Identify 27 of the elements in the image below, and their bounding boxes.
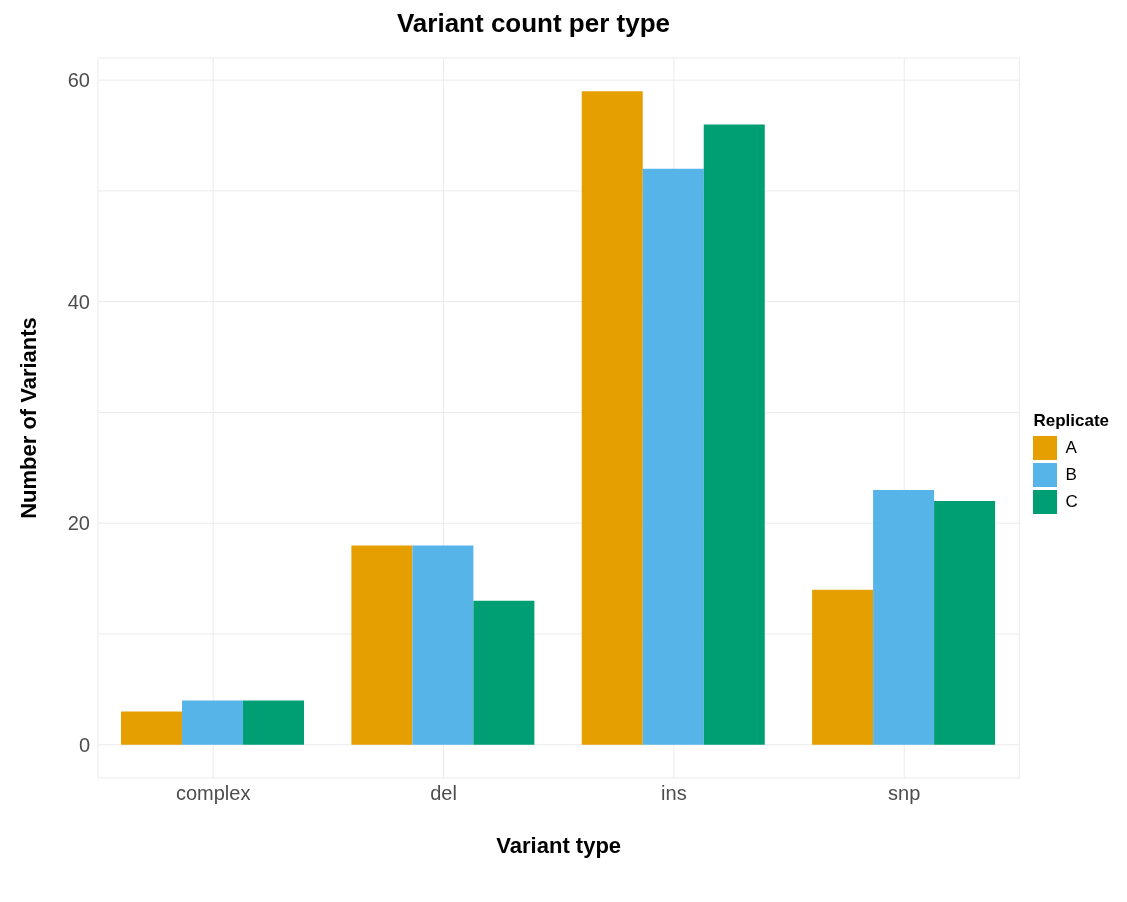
y-tick-label: 20 <box>67 512 90 535</box>
x-tick-label: snp <box>888 782 921 805</box>
bar <box>934 501 996 745</box>
y-tick-label: 0 <box>78 733 90 756</box>
bar <box>581 91 643 745</box>
y-tick-label: 40 <box>67 290 90 313</box>
bar <box>873 490 935 745</box>
y-axis-title: Number of Variants <box>15 317 41 519</box>
legend-label: B <box>1065 464 1077 485</box>
bar <box>412 545 474 745</box>
bar <box>703 124 765 745</box>
x-tick-label: complex <box>175 782 251 805</box>
bar <box>812 589 874 745</box>
x-tick-label: ins <box>661 782 687 805</box>
x-axis-title: Variant type <box>496 833 622 858</box>
chart-title: Variant count per type <box>395 8 672 40</box>
bar <box>243 700 305 745</box>
y-tick-label: 60 <box>67 69 90 92</box>
bar <box>642 168 704 745</box>
legend-label: C <box>1065 491 1078 512</box>
bar <box>121 711 183 745</box>
legend-label: A <box>1065 437 1077 458</box>
bar <box>473 600 535 745</box>
bar <box>351 545 413 745</box>
x-tick-label: del <box>430 782 457 805</box>
legend-title: Replicate <box>1033 411 1109 431</box>
bar <box>182 700 244 745</box>
